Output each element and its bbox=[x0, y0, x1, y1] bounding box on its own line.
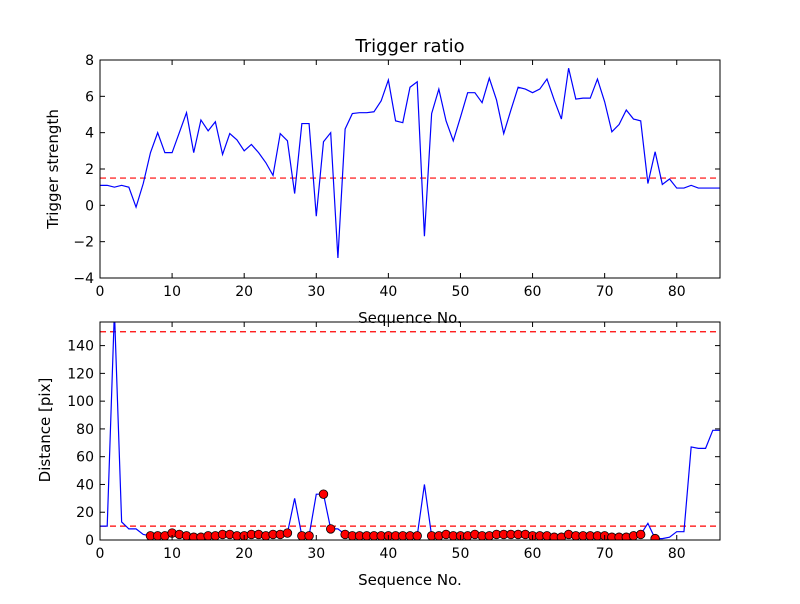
top-y-tick-label: 8 bbox=[85, 53, 94, 69]
top-x-axis-label: Sequence No. bbox=[358, 309, 462, 327]
top-y-tick-label: 6 bbox=[85, 89, 94, 105]
bottom-y-tick-label: 80 bbox=[76, 422, 94, 438]
bottom-plot-area: 0 10 20 30 40 50 60 70 80 0 20 40 60 80 100 120 140 bbox=[67, 321, 721, 562]
top-subplot: Trigger ratio Sequence No. Trigger stren… bbox=[44, 36, 721, 327]
bottom-y-tick-label: 120 bbox=[67, 366, 94, 382]
top-chart-title: Trigger ratio bbox=[354, 36, 464, 57]
bottom-data-point bbox=[304, 531, 314, 540]
bottom-x-tick-label: 60 bbox=[524, 546, 542, 562]
bottom-axes-frame bbox=[99, 321, 721, 541]
top-x-tick-label: 0 bbox=[96, 284, 105, 300]
top-y-tick-label: 4 bbox=[85, 126, 94, 142]
top-x-tick-label: 80 bbox=[668, 284, 686, 300]
bottom-y-tick-label: 100 bbox=[67, 394, 94, 410]
bottom-x-axis-label: Sequence No. bbox=[358, 571, 462, 589]
bottom-x-tick-label: 0 bbox=[96, 546, 105, 562]
top-series-line-0 bbox=[100, 68, 720, 259]
top-data-layer bbox=[100, 68, 720, 259]
bottom-data-point bbox=[318, 489, 329, 499]
bottom-y-tick-label: 60 bbox=[76, 450, 94, 466]
bottom-data-point bbox=[325, 524, 336, 534]
bottom-y-axis-label: Distance [pix] bbox=[36, 378, 54, 483]
bottom-x-tick-label: 40 bbox=[379, 546, 397, 562]
top-x-tick-label: 50 bbox=[452, 284, 470, 300]
top-x-tick-label: 70 bbox=[596, 284, 614, 300]
top-x-tick-label: 20 bbox=[235, 284, 253, 300]
bottom-x-tick-label: 80 bbox=[668, 546, 686, 562]
top-x-tick-label: 10 bbox=[163, 284, 181, 300]
bottom-y-tick-label: 20 bbox=[76, 505, 94, 521]
bottom-x-tick-label: 30 bbox=[307, 546, 325, 562]
top-x-tick-label: 40 bbox=[379, 284, 397, 300]
top-y-tick-label: 0 bbox=[85, 198, 94, 214]
bottom-data-point bbox=[282, 528, 293, 538]
bottom-data-point bbox=[650, 533, 660, 540]
top-y-axis-label: Trigger strength bbox=[44, 109, 62, 230]
top-y-tick-label: −4 bbox=[73, 271, 94, 287]
bottom-x-tick-label: 10 bbox=[163, 546, 181, 562]
bottom-data-point bbox=[635, 529, 646, 540]
bottom-data-point bbox=[412, 531, 422, 540]
top-y-tick-label: 2 bbox=[85, 162, 94, 178]
bottom-y-tick-label: 140 bbox=[67, 339, 94, 355]
bottom-x-tick-label: 50 bbox=[452, 546, 470, 562]
top-x-tick-label: 60 bbox=[524, 284, 542, 300]
bottom-y-tick-label: 0 bbox=[85, 533, 94, 549]
top-plot-area: 0 10 20 30 40 50 60 70 80 −4 −2 0 2 4 6 8 bbox=[73, 53, 721, 300]
bottom-y-tick-label: 40 bbox=[76, 477, 94, 493]
bottom-subplot: Sequence No. Distance [pix] 0 10 20 30 40 50 6… bbox=[36, 321, 721, 589]
top-x-tick-label: 30 bbox=[307, 284, 325, 300]
top-y-tick-label: −2 bbox=[73, 235, 94, 251]
bottom-x-tick-label: 70 bbox=[596, 546, 614, 562]
bottom-x-tick-label: 20 bbox=[235, 546, 253, 562]
